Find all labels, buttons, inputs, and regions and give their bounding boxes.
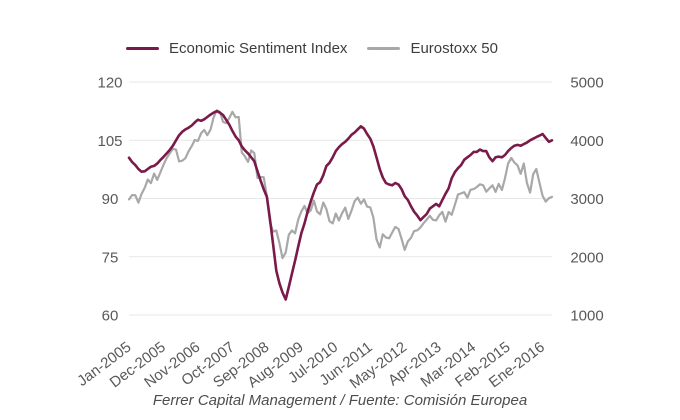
legend-label-economic-sentiment-index: Economic Sentiment Index [169, 39, 348, 57]
y-axis-right-tick-label: 4000 [570, 133, 603, 150]
y-axis-left-tick-label: 120 [97, 75, 122, 92]
y-axis-right-tick-label: 2000 [570, 249, 603, 266]
esi-line-swatch-icon [126, 46, 159, 50]
chart-source-caption: Ferrer Capital Management / Fuente: Comi… [152, 392, 528, 409]
legend-label-eurostoxx-50: Eurostoxx 50 [410, 39, 498, 57]
y-axis-left-tick-label: 105 [97, 133, 122, 150]
y-axis-right-tick-label: 3000 [570, 191, 603, 208]
y-axis-left-tick-label: 60 [102, 308, 119, 325]
series-line-esi [127, 109, 554, 301]
y-axis-right-tick-label: 5000 [570, 75, 603, 92]
eurostoxx-line-swatch-icon [367, 46, 401, 50]
series-line-eurostoxx [127, 109, 554, 260]
legend-item-eurostoxx-50: Eurostoxx 50 [367, 40, 498, 57]
legend-item-economic-sentiment-index: Economic Sentiment Index [126, 40, 347, 57]
y-axis-left-tick-label: 75 [102, 249, 119, 266]
y-axis-left-tick-label: 90 [102, 191, 119, 208]
chart-legend: Economic Sentiment Index Eurostoxx 50 [126, 39, 498, 57]
y-axis-right-tick-label: 1000 [570, 308, 603, 325]
